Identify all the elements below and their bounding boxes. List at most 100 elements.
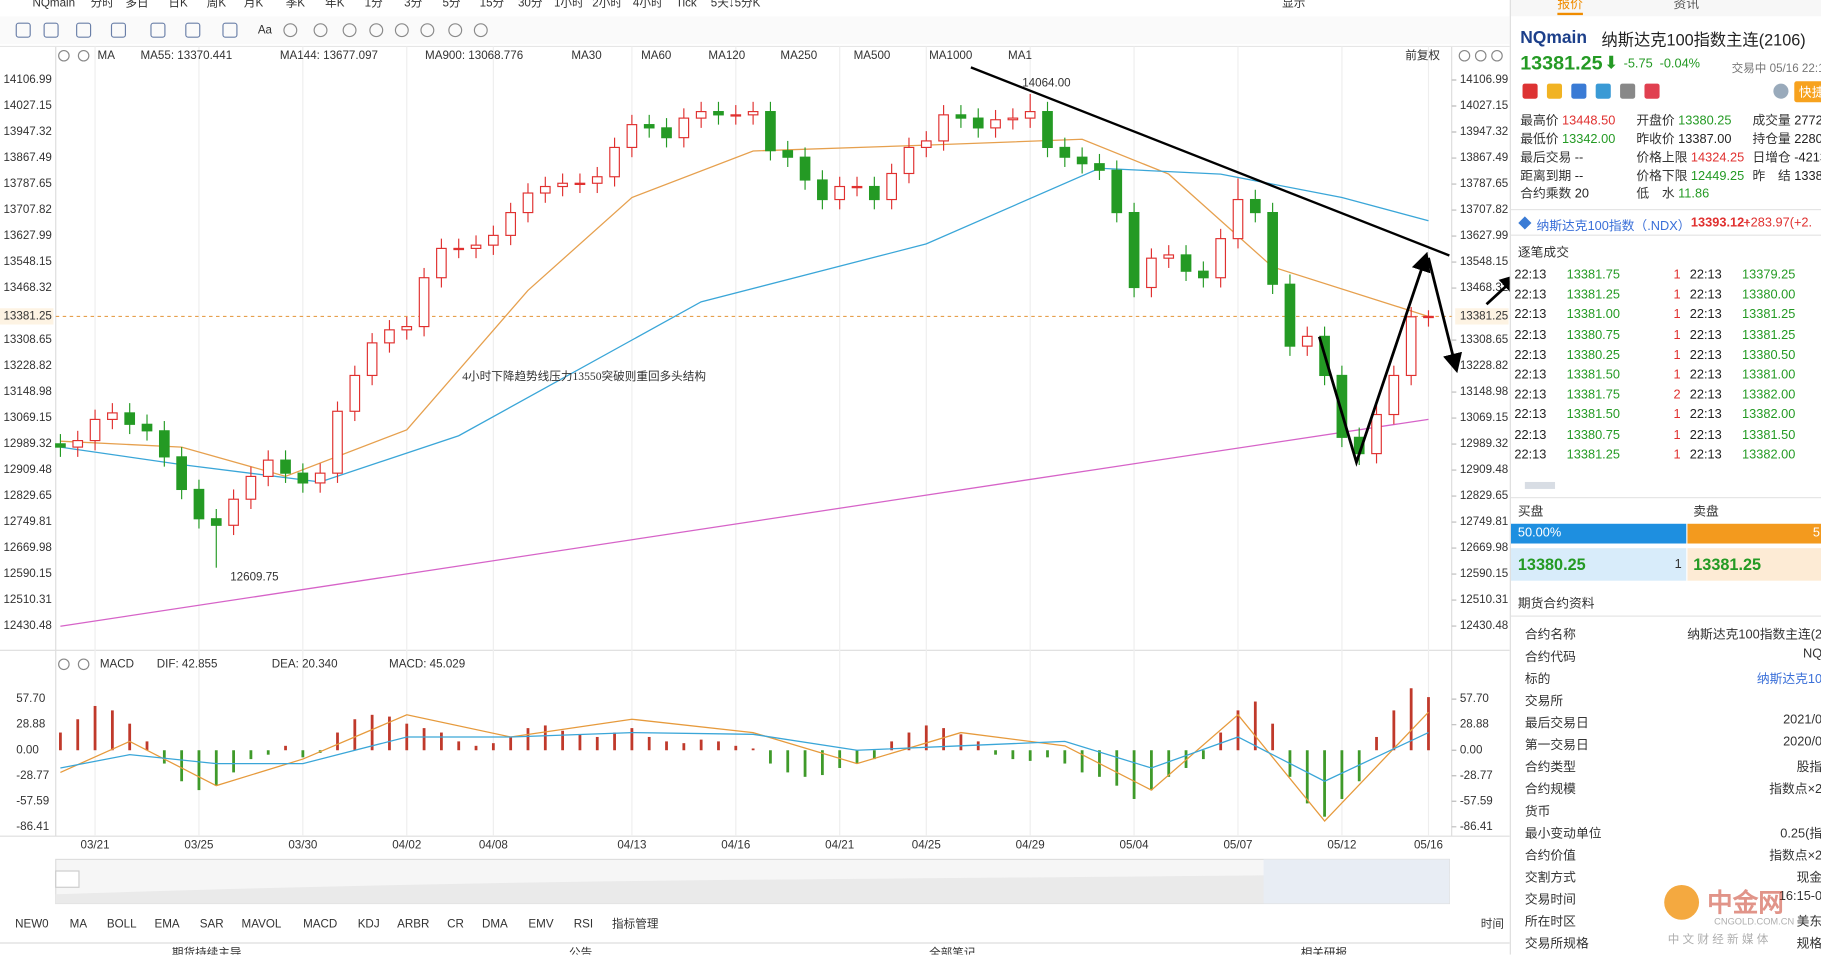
legend-item-off[interactable]: MA500 bbox=[854, 49, 891, 62]
tab[interactable]: 资讯 bbox=[1673, 0, 1700, 12]
period-tab[interactable]: 5天↓5分K bbox=[711, 0, 761, 10]
tool-icon[interactable] bbox=[369, 23, 384, 38]
period-tab[interactable]: 年K bbox=[325, 0, 345, 10]
legend-item-off[interactable]: MA1000 bbox=[929, 49, 972, 62]
close-icon[interactable] bbox=[77, 658, 90, 671]
indicator-tab[interactable]: MA bbox=[70, 917, 88, 930]
bottom-tab[interactable]: 相关研报 bbox=[1301, 946, 1348, 955]
legend-item[interactable]: MA900: 13068.776 bbox=[425, 49, 523, 62]
tool-icon[interactable] bbox=[448, 23, 463, 38]
bottom-tab[interactable]: 期货持续主导 bbox=[172, 946, 242, 955]
period-tab[interactable]: 日K bbox=[168, 0, 188, 10]
period-tab[interactable]: 15分 bbox=[480, 0, 505, 10]
panel-icon[interactable] bbox=[1474, 49, 1487, 62]
period-tab[interactable]: Tick bbox=[676, 0, 697, 10]
period-tab[interactable]: 1分 bbox=[365, 0, 383, 10]
contract-value: 美东 bbox=[1796, 915, 1821, 930]
tool-icon[interactable] bbox=[342, 23, 357, 38]
legend-item-off[interactable]: MA250 bbox=[780, 49, 817, 62]
tool-icon[interactable] bbox=[43, 22, 59, 38]
indicator-tab[interactable]: 指标管理 bbox=[612, 916, 659, 930]
stat-value: 13387.00 bbox=[1678, 132, 1732, 147]
indicator-tab[interactable]: NEW0 bbox=[15, 917, 49, 930]
settings-icon[interactable] bbox=[58, 658, 70, 671]
macd-bar bbox=[647, 736, 651, 751]
indicator-tab[interactable]: DMA bbox=[482, 917, 508, 930]
tool-icon[interactable] bbox=[76, 22, 92, 38]
legend-title[interactable]: MACD bbox=[100, 657, 134, 670]
navigator-window[interactable] bbox=[1263, 859, 1450, 904]
indicator-tab[interactable]: ARBR bbox=[397, 917, 429, 930]
period-tab[interactable]: 30分 bbox=[518, 0, 543, 10]
indicator-tab[interactable]: RSI bbox=[574, 917, 593, 930]
indicator-tab[interactable]: BOLL bbox=[107, 917, 137, 930]
period-tab[interactable]: 多日 bbox=[125, 0, 148, 10]
settings-icon[interactable] bbox=[58, 49, 70, 62]
period-tab[interactable]: 1小时 bbox=[554, 0, 584, 10]
legend-title[interactable]: MA bbox=[98, 49, 116, 62]
info-icon[interactable] bbox=[1546, 83, 1563, 99]
info-icon[interactable] bbox=[1571, 83, 1587, 99]
legend-item[interactable]: DEA: 20.340 bbox=[272, 657, 338, 670]
tool-icon[interactable] bbox=[150, 22, 166, 38]
panel-icon[interactable] bbox=[1458, 49, 1471, 62]
panel-icon[interactable] bbox=[1491, 49, 1503, 62]
legend-item[interactable]: MA55: 13370.441 bbox=[141, 49, 233, 62]
tool-icon[interactable] bbox=[473, 23, 488, 38]
candle-body bbox=[176, 456, 187, 491]
section-title: 逐笔成交 bbox=[1517, 246, 1569, 261]
legend-item-off[interactable]: MA30 bbox=[571, 49, 601, 62]
legend-item[interactable]: MA144: 13677.097 bbox=[280, 49, 378, 62]
indicator-tab[interactable]: KDJ bbox=[358, 917, 380, 930]
indicator-tab[interactable]: SAR bbox=[200, 917, 224, 930]
indicator-tab[interactable]: CR bbox=[447, 917, 464, 930]
period-tab[interactable]: 周K bbox=[207, 0, 227, 10]
tool-icon[interactable] bbox=[394, 23, 409, 38]
period-tab[interactable]: 月K bbox=[244, 0, 264, 10]
period-tab[interactable]: 5分 bbox=[442, 0, 460, 10]
period-tab[interactable]: 3分 bbox=[404, 0, 422, 10]
info-icon[interactable] bbox=[1644, 83, 1660, 99]
bottom-tab[interactable]: 公告 bbox=[569, 947, 592, 955]
legend-item[interactable]: DIF: 42.855 bbox=[157, 657, 218, 670]
text-tool[interactable]: Aa bbox=[258, 23, 273, 36]
period-tab[interactable]: 分时 bbox=[91, 0, 115, 10]
tool-icon[interactable] bbox=[15, 22, 31, 38]
legend-item-off[interactable]: MA60 bbox=[641, 49, 671, 62]
period-tab[interactable]: 季K bbox=[286, 0, 306, 10]
navigator-handle[interactable] bbox=[55, 870, 80, 888]
indicator-tab[interactable]: MAVOL bbox=[242, 917, 282, 930]
tool-icon[interactable] bbox=[110, 22, 127, 38]
tool-icon[interactable] bbox=[313, 23, 328, 38]
indicator-tab[interactable]: EMA bbox=[154, 917, 179, 930]
macd-bar bbox=[353, 719, 357, 751]
legend-item[interactable]: MACD: 45.029 bbox=[389, 657, 465, 670]
bottom-tab[interactable]: 全部笔记 bbox=[929, 946, 976, 955]
info-icon[interactable] bbox=[1595, 83, 1611, 99]
contract-value: 纳斯达克100指数主连(2 bbox=[1687, 628, 1821, 643]
tool-icon[interactable] bbox=[185, 22, 201, 38]
indicator-tab[interactable]: MACD bbox=[303, 917, 337, 930]
quick-button[interactable]: 快捷 bbox=[1794, 81, 1821, 103]
macd-bar bbox=[1132, 750, 1136, 799]
display-menu[interactable]: 显示 bbox=[1282, 0, 1305, 10]
time-tab[interactable]: 时间 bbox=[1481, 917, 1504, 930]
bell-icon[interactable] bbox=[1773, 83, 1789, 99]
tool-icon[interactable] bbox=[420, 23, 435, 38]
period-tab[interactable]: 2小时 bbox=[592, 0, 622, 10]
period-tab[interactable]: 4小时 bbox=[633, 0, 663, 10]
tool-icon[interactable] bbox=[222, 22, 238, 38]
indicator-tab[interactable]: EMV bbox=[528, 917, 553, 930]
symbol-tab[interactable]: NQmain bbox=[33, 0, 76, 10]
ask-price: 13381.25 bbox=[1693, 555, 1762, 574]
close-icon[interactable] bbox=[77, 49, 90, 62]
adjust-button[interactable]: 前复权 bbox=[1405, 48, 1440, 62]
info-icon[interactable] bbox=[1620, 83, 1636, 99]
macd-bar bbox=[491, 743, 495, 751]
tool-icon[interactable] bbox=[283, 23, 298, 38]
legend-item-off[interactable]: MA120 bbox=[708, 49, 745, 62]
stat: 价格下限 12449.25 bbox=[1636, 166, 1744, 185]
legend-item-off[interactable]: MA1 bbox=[1008, 49, 1032, 62]
tab[interactable]: 报价 bbox=[1557, 0, 1583, 16]
info-icon[interactable] bbox=[1522, 83, 1538, 99]
